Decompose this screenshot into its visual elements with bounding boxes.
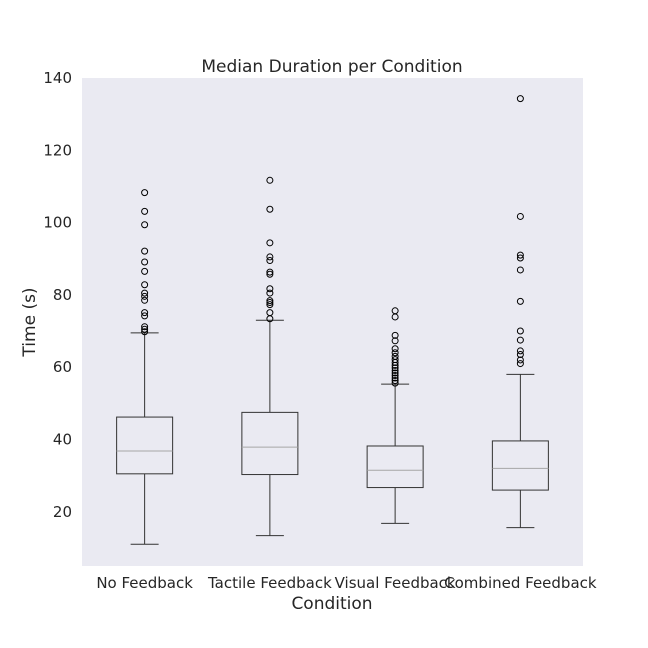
outlier-point	[266, 239, 274, 247]
outlier-point	[141, 207, 149, 215]
outlier-point	[266, 257, 274, 265]
outlier-point	[266, 268, 274, 276]
outlier-point	[141, 189, 149, 197]
outlier-point	[516, 360, 524, 368]
outlier-point	[141, 312, 149, 320]
chart-title: Median Duration per Condition	[201, 57, 462, 77]
x-tick-label: Combined Feedback	[444, 574, 597, 592]
outlier-point	[141, 323, 149, 331]
outlier-point	[141, 328, 149, 336]
y-tick-label: 140	[43, 69, 72, 87]
plot-area	[82, 78, 583, 566]
outlier-point	[266, 205, 274, 213]
outlier-point	[266, 285, 274, 293]
x-tick-label: Visual Feedback	[335, 574, 456, 592]
iqr-box	[491, 440, 549, 491]
outlier-point	[141, 258, 149, 266]
y-tick-label: 20	[53, 503, 72, 521]
outlier-point	[391, 366, 399, 374]
outlier-point	[516, 266, 524, 274]
outlier-point	[391, 364, 399, 372]
x-tick-label: No Feedback	[96, 574, 193, 592]
y-tick-label: 40	[53, 430, 72, 448]
outlier-point	[141, 292, 149, 300]
outlier-point	[141, 247, 149, 255]
outlier-point	[516, 327, 524, 335]
outlier-point	[516, 297, 524, 305]
outlier-point	[516, 212, 524, 220]
outlier-point	[391, 307, 399, 315]
outlier-point	[266, 176, 274, 184]
outlier-point	[391, 356, 399, 364]
outlier-point	[141, 296, 149, 304]
y-tick-label: 60	[53, 358, 72, 376]
outlier-point	[141, 221, 149, 229]
x-axis-ticks: No Feedback Tactile Feedback Visual Feedba…	[96, 574, 597, 592]
outlier-point	[391, 377, 399, 385]
outlier-point	[266, 309, 274, 317]
outlier-point	[391, 369, 399, 377]
box-4	[491, 95, 549, 529]
outlier-point	[391, 371, 399, 379]
outlier-point	[391, 337, 399, 345]
outlier-point	[391, 352, 399, 360]
outlier-point	[266, 298, 274, 306]
outlier-point	[266, 297, 274, 305]
box-1	[116, 189, 174, 545]
outlier-point	[516, 356, 524, 364]
y-tick-label: 80	[53, 286, 72, 304]
outlier-point	[141, 309, 149, 317]
outlier-point	[391, 349, 399, 357]
outlier-point	[391, 379, 399, 387]
outlier-point	[141, 267, 149, 275]
outlier-point	[516, 351, 524, 359]
y-axis-label: Time (s)	[20, 287, 40, 357]
box-3	[366, 307, 424, 524]
outlier-point	[516, 95, 524, 103]
outlier-point	[391, 345, 399, 353]
outlier-point	[516, 251, 524, 259]
outlier-point	[266, 301, 274, 309]
outlier-point	[266, 289, 274, 297]
x-axis-label: Condition	[291, 594, 372, 614]
iqr-box	[116, 416, 174, 475]
box-2	[241, 176, 299, 537]
outlier-point	[516, 254, 524, 262]
boxes-layer	[116, 95, 549, 545]
y-tick-label: 120	[43, 141, 72, 159]
x-tick-label: Tactile Feedback	[207, 574, 332, 592]
outlier-point	[266, 270, 274, 278]
y-axis-ticks: 20 40 60 80 100 120 140	[43, 69, 72, 521]
outlier-point	[141, 289, 149, 297]
iqr-box	[366, 445, 424, 489]
outlier-point	[266, 253, 274, 261]
outlier-point	[141, 325, 149, 333]
outlier-point	[516, 336, 524, 344]
outlier-point	[391, 374, 399, 382]
outlier-point	[141, 281, 149, 289]
outlier-point	[516, 347, 524, 355]
y-tick-label: 100	[43, 214, 72, 232]
iqr-box	[241, 411, 299, 476]
outlier-point	[391, 331, 399, 339]
